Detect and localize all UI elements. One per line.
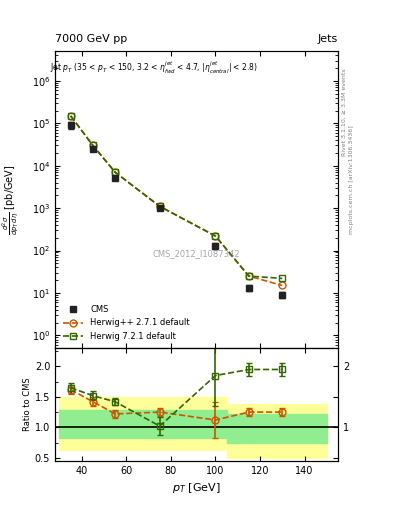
Text: 7000 GeV pp: 7000 GeV pp bbox=[55, 33, 127, 44]
Text: mcplots.cern.ch [arXiv:1306.3436]: mcplots.cern.ch [arXiv:1306.3436] bbox=[349, 125, 354, 233]
X-axis label: $p_T$ [GeV]: $p_T$ [GeV] bbox=[172, 481, 221, 495]
Text: Jet $p_T$ (35 < $p_T$ < 150, 3.2 < $\eta^{jet}_{fwd}$ < 4.7, $|\eta^{jet}_{centr: Jet $p_T$ (35 < $p_T$ < 150, 3.2 < $\eta… bbox=[50, 60, 258, 76]
Legend: CMS, Herwig++ 2.7.1 default, Herwig 7.2.1 default: CMS, Herwig++ 2.7.1 default, Herwig 7.2.… bbox=[59, 302, 193, 344]
Text: Jets: Jets bbox=[318, 33, 338, 44]
Text: CMS_2012_I1087342: CMS_2012_I1087342 bbox=[153, 249, 240, 258]
Text: Rivet 3.1.10, ≥ 3.3M events: Rivet 3.1.10, ≥ 3.3M events bbox=[342, 69, 346, 157]
Y-axis label: Ratio to CMS: Ratio to CMS bbox=[23, 378, 32, 431]
Y-axis label: $\frac{d^{2}\sigma}{dp_T\,d\eta}$ [pb/GeV]: $\frac{d^{2}\sigma}{dp_T\,d\eta}$ [pb/Ge… bbox=[0, 164, 21, 235]
